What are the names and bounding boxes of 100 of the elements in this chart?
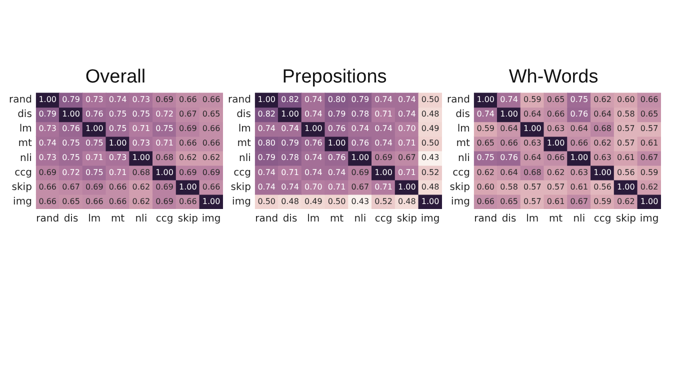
data-label: 0.59: [640, 168, 658, 177]
data-label: 0.63: [570, 168, 588, 177]
data-label: 0.74: [476, 110, 495, 119]
data-label: 1.00: [640, 196, 658, 206]
data-label: 0.66: [38, 182, 57, 192]
data-label: 0.68: [523, 168, 542, 177]
data-label: 0.62: [617, 196, 635, 206]
data-label: 0.69: [374, 153, 392, 162]
x-tick-label: skip: [616, 214, 636, 225]
data-label: 0.74: [108, 95, 127, 104]
data-label: 0.71: [132, 124, 150, 134]
x-tick-label: img: [202, 214, 221, 225]
y-tick-label: img: [232, 196, 251, 208]
y-tick-label: nli: [20, 152, 32, 164]
data-label: 0.63: [594, 153, 612, 162]
y-tick-label: nli: [239, 152, 251, 164]
data-label: 0.76: [500, 153, 518, 162]
data-label: 0.75: [108, 124, 127, 134]
data-label: 0.74: [281, 182, 299, 192]
data-label: 1.00: [476, 95, 495, 104]
x-tick-label: img: [640, 214, 659, 225]
data-label: 0.73: [108, 153, 127, 162]
data-label: 0.60: [476, 182, 495, 192]
data-label: 0.48: [421, 182, 440, 192]
y-tick-label: lm: [457, 124, 470, 135]
data-label: 0.74: [328, 168, 346, 177]
x-tick-label: img: [420, 214, 440, 225]
data-label: 0.56: [594, 182, 612, 192]
data-label: 0.76: [351, 138, 370, 148]
data-label: 0.75: [85, 168, 104, 177]
data-label: 0.71: [398, 168, 416, 177]
data-label: 0.64: [500, 124, 518, 134]
data-label: 0.71: [108, 168, 127, 177]
data-label: 0.79: [281, 138, 299, 148]
y-tick-label: skip: [230, 182, 251, 193]
data-label: 0.52: [421, 168, 440, 177]
data-label: 0.50: [421, 138, 440, 148]
data-label: 0.75: [132, 110, 150, 119]
data-label: 1.00: [546, 138, 565, 148]
data-label: 0.76: [85, 110, 104, 119]
y-tick-label: img: [13, 196, 32, 208]
data-label: 0.76: [304, 138, 322, 148]
data-label: 0.69: [179, 124, 197, 134]
data-label: 0.79: [258, 153, 276, 162]
x-tick-label: ccg: [374, 214, 392, 225]
data-label: 0.48: [281, 196, 299, 206]
data-label: 0.65: [500, 196, 518, 206]
data-label: 0.66: [202, 182, 220, 192]
data-label: 0.76: [62, 124, 80, 134]
data-label: 0.66: [179, 95, 197, 104]
data-label: 0.75: [62, 153, 80, 162]
data-label: 0.71: [156, 138, 174, 148]
x-tick-label: rand: [474, 214, 498, 225]
data-label: 0.71: [281, 168, 299, 177]
data-label: 0.71: [398, 138, 416, 148]
data-label: 0.69: [156, 196, 174, 206]
data-label: 1.00: [421, 196, 440, 206]
data-label: 0.67: [570, 196, 588, 206]
data-label: 0.59: [476, 124, 495, 134]
data-label: 0.74: [304, 110, 322, 119]
x-tick-label: ccg: [156, 214, 174, 225]
x-tick-label: dis: [502, 214, 516, 225]
data-label: 0.66: [546, 110, 565, 119]
data-label: 0.74: [398, 110, 416, 119]
data-label: 1.00: [281, 110, 299, 119]
data-label: 0.70: [304, 182, 322, 192]
data-label: 0.69: [38, 168, 57, 177]
data-label: 0.76: [328, 124, 346, 134]
data-label: 0.66: [85, 196, 104, 206]
data-label: 1.00: [523, 124, 542, 134]
x-tick-label: mt: [548, 214, 563, 225]
data-label: 0.66: [476, 196, 495, 206]
y-tick-label: ccg: [14, 167, 32, 178]
x-tick-label: ccg: [594, 214, 612, 225]
data-label: 0.57: [617, 124, 635, 134]
x-tick-label: nli: [135, 214, 148, 225]
data-label: 0.73: [132, 138, 150, 148]
data-label: 0.58: [617, 110, 635, 119]
data-label: 0.75: [85, 138, 104, 148]
data-label: 0.48: [398, 196, 416, 206]
data-label: 0.64: [594, 110, 612, 119]
data-label: 0.75: [570, 95, 588, 104]
data-label: 0.62: [594, 138, 612, 148]
y-tick-label: img: [451, 196, 470, 208]
x-tick-label: lm: [88, 214, 101, 225]
data-label: 0.67: [351, 182, 370, 192]
y-tick-label: lm: [238, 124, 251, 135]
data-label: 0.80: [258, 138, 276, 148]
data-label: 0.74: [398, 95, 416, 104]
data-label: 0.65: [546, 95, 565, 104]
data-label: 1.00: [62, 110, 80, 119]
data-label: 0.59: [594, 196, 612, 206]
x-tick-label: lm: [526, 214, 539, 225]
data-label: 0.68: [132, 168, 150, 177]
data-label: 0.74: [374, 95, 392, 104]
data-label: 0.67: [398, 153, 416, 162]
data-label: 0.69: [202, 168, 220, 177]
data-label: 0.62: [476, 168, 495, 177]
data-label: 0.82: [281, 95, 299, 104]
data-label: 0.79: [62, 95, 80, 104]
